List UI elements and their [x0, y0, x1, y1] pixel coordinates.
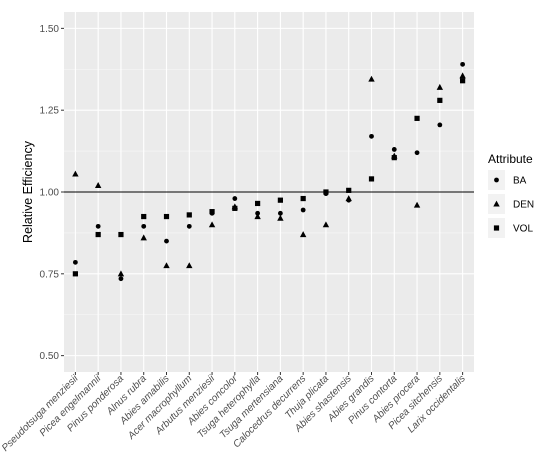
point-ba [391, 147, 397, 152]
point-ba [437, 122, 443, 128]
point-den [368, 75, 375, 82]
point-den [140, 234, 147, 241]
point-vol [95, 231, 101, 238]
point-ba [164, 238, 169, 244]
point-vol [323, 189, 329, 195]
y-tick-label: 0.75 [40, 269, 60, 280]
point-vol [346, 187, 352, 193]
point-vol [391, 155, 397, 161]
point-den [208, 221, 216, 228]
point-vol [232, 205, 238, 211]
point-den [413, 201, 421, 208]
point-den [436, 83, 444, 90]
legend-label-vol: VOL [513, 224, 533, 235]
point-den [254, 213, 261, 220]
point-ba [232, 196, 238, 201]
y-tick-label: 0.50 [40, 351, 60, 362]
point-vol [368, 176, 375, 182]
point-den [163, 262, 170, 269]
point-vol [141, 213, 147, 220]
legend-label-ba: BA [513, 176, 527, 187]
point-ba [300, 207, 306, 213]
point-den [277, 214, 284, 221]
point-den [186, 262, 193, 269]
point-vol [118, 231, 124, 238]
y-tick-label: 1.25 [40, 106, 60, 117]
y-axis-title: Relative Efficiency [21, 140, 35, 243]
point-ba [186, 223, 192, 229]
point-den [72, 170, 79, 177]
data-points [72, 61, 466, 282]
point-den [94, 182, 102, 189]
point-ba [141, 223, 147, 229]
point-vol [277, 197, 283, 203]
point-vol [255, 200, 261, 207]
legend-symbol-den [493, 200, 500, 207]
point-vol [460, 78, 466, 84]
point-den [299, 231, 307, 238]
point-vol [414, 115, 420, 121]
point-den [117, 270, 125, 277]
point-ba [414, 150, 420, 156]
point-vol [186, 212, 192, 218]
legend: Attribute BA DEN VOL [488, 152, 534, 238]
point-ba [369, 133, 374, 139]
point-den [459, 72, 466, 79]
y-tick-label: 1.00 [40, 188, 60, 199]
point-vol [300, 195, 306, 202]
point-vol [72, 271, 78, 277]
point-ba [118, 276, 124, 282]
point-vol [437, 97, 443, 103]
point-ba [72, 259, 78, 265]
y-axis: 0.50 0.75 1.00 1.25 1.50 [40, 24, 64, 362]
point-ba [95, 223, 101, 229]
minor-gridlines [64, 68, 474, 316]
legend-symbol-vol [493, 225, 500, 231]
point-den [345, 195, 352, 202]
point-vol [209, 209, 215, 215]
y-tick-label: 1.50 [40, 24, 60, 35]
legend-title: Attribute [488, 152, 533, 166]
point-ba [277, 210, 283, 216]
point-ba [460, 61, 466, 67]
point-vol [163, 213, 170, 220]
legend-symbol-ba [494, 177, 499, 183]
legend-label-den: DEN [513, 200, 534, 211]
point-den [322, 221, 330, 228]
